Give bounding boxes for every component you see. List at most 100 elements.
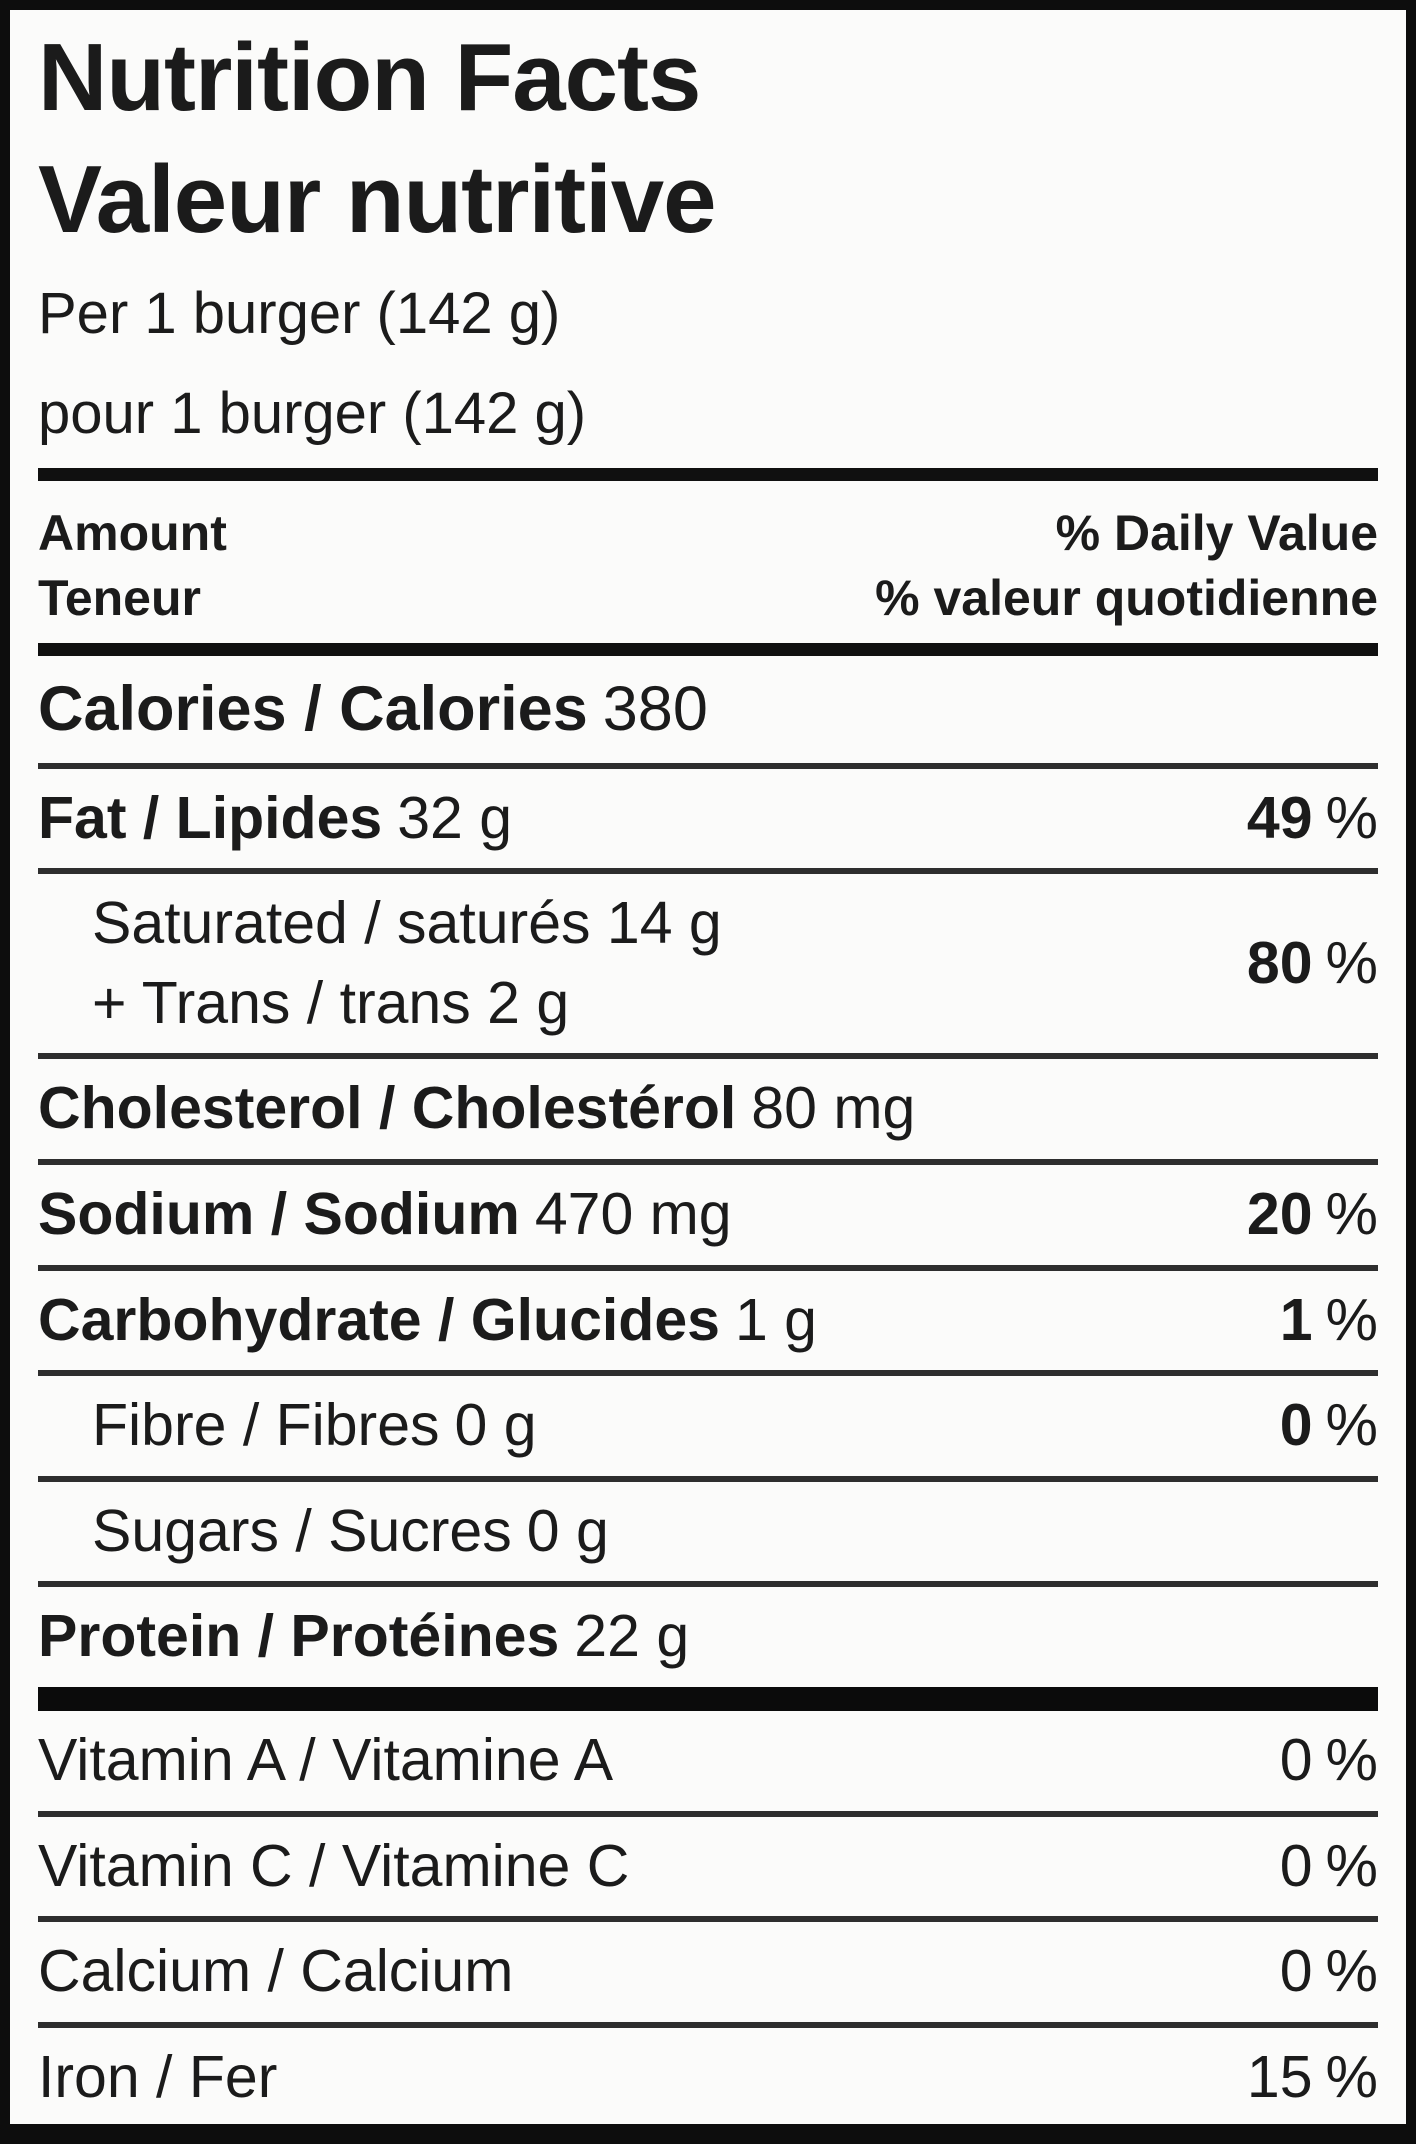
nutrient-name: Calcium / Calcium bbox=[38, 1937, 513, 2007]
percent-sign: % bbox=[1325, 2043, 1378, 2110]
amount-header: Amount Teneur bbox=[38, 501, 227, 631]
row-calories: Calories / Calories 380 bbox=[38, 656, 1378, 762]
percent-sign: % bbox=[1325, 784, 1378, 851]
daily-value-percent: 49% bbox=[1247, 784, 1378, 854]
row-calcium: Calcium / Calcium 0% bbox=[38, 1922, 1378, 2022]
percent-sign: % bbox=[1325, 1832, 1378, 1899]
divider bbox=[38, 1581, 1378, 1588]
thick-divider bbox=[38, 468, 1378, 482]
row-vitamin-a: Vitamin A / Vitamine A 0% bbox=[38, 1711, 1378, 1811]
fat-amount: 32 g bbox=[397, 784, 513, 851]
amount-label-en: Amount bbox=[38, 505, 227, 562]
row-iron: Iron / Fer 15% bbox=[38, 2028, 1378, 2124]
divider bbox=[38, 1264, 1378, 1271]
divider bbox=[38, 1475, 1378, 1482]
calories-label: Calories / Calories bbox=[38, 674, 588, 745]
daily-value-percent: 0% bbox=[1280, 1391, 1378, 1461]
title-french: Valeur nutritive bbox=[38, 145, 717, 253]
daily-value-percent: 0% bbox=[1280, 1832, 1378, 1902]
percent-sign: % bbox=[1325, 1727, 1378, 1794]
amount-daily-value-header: Amount Teneur % Daily Value % valeur quo… bbox=[38, 481, 1378, 643]
nutrient-name: Cholesterol / Cholestérol 80 mg bbox=[38, 1074, 915, 1144]
dv-number: 15 bbox=[1246, 2043, 1313, 2110]
percent-sign: % bbox=[1325, 1286, 1378, 1353]
divider bbox=[38, 868, 1378, 875]
serving-size-english: Per 1 burger (142 g) bbox=[38, 281, 561, 347]
carbohydrate-amount: 1 g bbox=[734, 1286, 817, 1353]
divider bbox=[38, 1158, 1378, 1165]
row-protein: Protein / Protéines 22 g bbox=[38, 1587, 1378, 1687]
protein-amount: 22 g bbox=[574, 1603, 690, 1670]
amount-label-fr: Teneur bbox=[38, 570, 201, 627]
divider bbox=[38, 2021, 1378, 2028]
row-fibre: Fibre / Fibres 0 g 0% bbox=[38, 1376, 1378, 1476]
dv-number: 0 bbox=[1279, 1938, 1313, 2005]
row-sodium: Sodium / Sodium 470 mg 20% bbox=[38, 1165, 1378, 1265]
dv-number: 1 bbox=[1279, 1286, 1313, 1353]
row-vitamin-c: Vitamin C / Vitamine C 0% bbox=[38, 1817, 1378, 1917]
daily-value-header: % Daily Value % valeur quotidienne bbox=[875, 501, 1378, 631]
nutrient-name: Sodium / Sodium 470 mg bbox=[38, 1180, 732, 1250]
row-carbohydrate: Carbohydrate / Glucides 1 g 1% bbox=[38, 1271, 1378, 1371]
nutrient-name: Fat / Lipides 32 g bbox=[38, 784, 512, 854]
calcium-label: Calcium / Calcium bbox=[38, 1938, 514, 2005]
percent-sign: % bbox=[1325, 1180, 1378, 1247]
heavy-divider bbox=[38, 1687, 1378, 1712]
daily-value-percent: 1% bbox=[1280, 1286, 1378, 1356]
daily-value-percent: 20% bbox=[1247, 1180, 1378, 1250]
nutrient-name: Carbohydrate / Glucides 1 g bbox=[38, 1286, 817, 1356]
dv-number: 0 bbox=[1279, 1832, 1313, 1899]
cholesterol-amount: 80 mg bbox=[751, 1075, 916, 1142]
dv-number: 80 bbox=[1246, 929, 1313, 996]
nutrient-name: Iron / Fer bbox=[38, 2043, 277, 2113]
nutrient-name: Saturated / saturés 14 g + Trans / trans… bbox=[38, 889, 722, 1038]
divider bbox=[38, 1810, 1378, 1817]
row-sugars: Sugars / Sucres 0 g bbox=[38, 1482, 1378, 1582]
calories-value: 380 bbox=[602, 674, 708, 745]
dv-number: 0 bbox=[1279, 1392, 1313, 1459]
percent-sign: % bbox=[1325, 1392, 1378, 1459]
title-english: Nutrition Facts bbox=[38, 24, 701, 131]
daily-value-percent: 15% bbox=[1247, 2043, 1378, 2113]
row-saturated-trans: Saturated / saturés 14 g + Trans / trans… bbox=[38, 874, 1378, 1053]
nutrient-name: Vitamin C / Vitamine C bbox=[38, 1832, 629, 1902]
daily-value-label-en: % Daily Value bbox=[1055, 505, 1378, 562]
vitamin-c-label: Vitamin C / Vitamine C bbox=[38, 1832, 630, 1899]
sodium-amount: 470 mg bbox=[534, 1180, 732, 1247]
nutrient-name: Fibre / Fibres 0 g bbox=[38, 1391, 537, 1461]
daily-value-percent: 0% bbox=[1280, 1726, 1378, 1796]
daily-value-percent: 0% bbox=[1280, 1937, 1378, 2007]
percent-sign: % bbox=[1325, 1938, 1378, 2005]
daily-value-label-fr: % valeur quotidienne bbox=[875, 570, 1378, 627]
nutrient-name: Protein / Protéines 22 g bbox=[38, 1602, 689, 1672]
daily-value-percent: 80% bbox=[1247, 929, 1378, 999]
thick-divider bbox=[38, 643, 1378, 657]
carbohydrate-label: Carbohydrate / Glucides bbox=[38, 1286, 720, 1353]
protein-label: Protein / Protéines bbox=[38, 1603, 560, 1670]
sodium-label: Sodium / Sodium bbox=[38, 1180, 520, 1247]
dv-number: 20 bbox=[1246, 1180, 1313, 1247]
nutrient-name: Calories / Calories 380 bbox=[38, 672, 708, 746]
divider bbox=[38, 762, 1378, 769]
saturated-label: Saturated / saturés 14 g bbox=[92, 890, 722, 957]
fibre-amount: 0 g bbox=[454, 1392, 537, 1459]
nutrient-name: Sugars / Sucres 0 g bbox=[38, 1497, 609, 1567]
trans-label: + Trans / trans 2 g bbox=[92, 969, 570, 1036]
dv-number: 0 bbox=[1279, 1727, 1313, 1794]
sugars-amount: 0 g bbox=[526, 1497, 609, 1564]
row-cholesterol: Cholesterol / Cholestérol 80 mg bbox=[38, 1059, 1378, 1159]
cholesterol-label: Cholesterol / Cholestérol bbox=[38, 1075, 737, 1142]
percent-sign: % bbox=[1325, 929, 1378, 996]
sugars-label: Sugars / Sucres bbox=[92, 1497, 512, 1564]
vitamin-a-label: Vitamin A / Vitamine A bbox=[38, 1727, 614, 1794]
serving-size-french: pour 1 burger (142 g) bbox=[38, 380, 587, 446]
fat-label: Fat / Lipides bbox=[38, 784, 383, 851]
divider bbox=[38, 1053, 1378, 1060]
iron-label: Iron / Fer bbox=[38, 2043, 278, 2110]
dv-number: 49 bbox=[1246, 784, 1313, 851]
nutrient-name: Vitamin A / Vitamine A bbox=[38, 1726, 613, 1796]
fibre-label: Fibre / Fibres bbox=[92, 1392, 440, 1459]
row-fat: Fat / Lipides 32 g 49% bbox=[38, 769, 1378, 869]
divider bbox=[38, 1370, 1378, 1377]
